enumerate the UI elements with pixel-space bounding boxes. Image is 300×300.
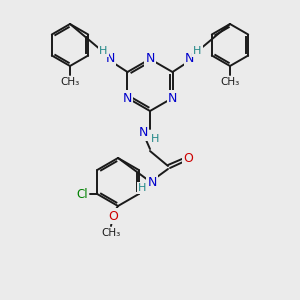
Text: CH₃: CH₃: [60, 77, 80, 87]
Text: Cl: Cl: [76, 188, 88, 200]
Text: H: H: [99, 46, 108, 56]
Text: N: N: [138, 127, 148, 140]
Text: H: H: [138, 183, 146, 193]
Text: H: H: [193, 46, 202, 56]
Text: O: O: [183, 152, 193, 164]
Text: N: N: [185, 52, 194, 64]
Text: CH₃: CH₃: [220, 77, 240, 87]
Text: N: N: [147, 176, 157, 190]
Text: H: H: [151, 134, 159, 144]
Text: N: N: [145, 52, 155, 65]
Text: CH₃: CH₃: [101, 228, 121, 238]
Text: N: N: [123, 92, 132, 104]
Text: N: N: [168, 92, 177, 104]
Text: N: N: [106, 52, 115, 64]
Text: O: O: [108, 209, 118, 223]
